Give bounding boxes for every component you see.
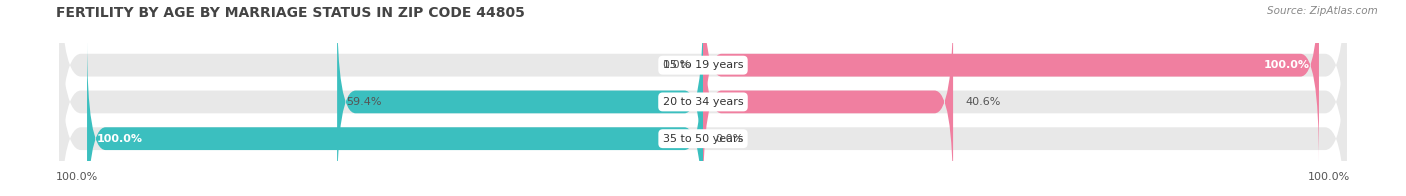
FancyBboxPatch shape [59, 21, 1347, 196]
FancyBboxPatch shape [59, 0, 1347, 182]
Text: 100.0%: 100.0% [96, 134, 142, 144]
FancyBboxPatch shape [337, 3, 703, 196]
Text: 100.0%: 100.0% [1308, 172, 1350, 182]
Text: 0.0%: 0.0% [662, 60, 690, 70]
Text: Source: ZipAtlas.com: Source: ZipAtlas.com [1267, 6, 1378, 16]
FancyBboxPatch shape [59, 0, 1347, 196]
Text: 100.0%: 100.0% [56, 172, 98, 182]
Text: 59.4%: 59.4% [346, 97, 382, 107]
Text: 20 to 34 years: 20 to 34 years [662, 97, 744, 107]
FancyBboxPatch shape [87, 40, 703, 196]
Text: 35 to 50 years: 35 to 50 years [662, 134, 744, 144]
Text: 100.0%: 100.0% [1264, 60, 1310, 70]
Text: FERTILITY BY AGE BY MARRIAGE STATUS IN ZIP CODE 44805: FERTILITY BY AGE BY MARRIAGE STATUS IN Z… [56, 6, 524, 20]
Text: 15 to 19 years: 15 to 19 years [662, 60, 744, 70]
FancyBboxPatch shape [703, 3, 953, 196]
Text: 0.0%: 0.0% [716, 134, 744, 144]
FancyBboxPatch shape [703, 0, 1319, 164]
Text: 40.6%: 40.6% [966, 97, 1001, 107]
